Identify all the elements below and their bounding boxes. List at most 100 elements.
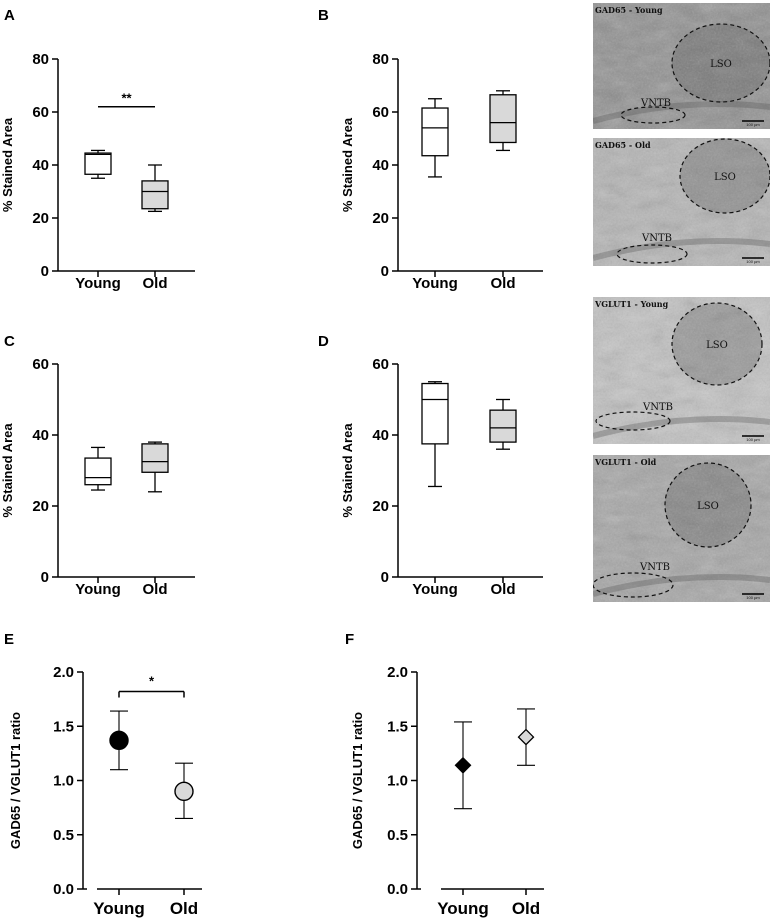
data-point-diamond: [454, 756, 472, 774]
x-category-label: Young: [93, 899, 145, 918]
x-category-label: Young: [412, 275, 458, 292]
scale-bar-label: 100 µm: [746, 259, 760, 264]
micrograph-vglut1-young: VGLUT1 - Young LSO VNTB 100 µm: [593, 297, 770, 444]
box-iqr: [489, 409, 517, 443]
y-tick-label: 60: [32, 104, 49, 121]
x-category-label: Young: [75, 275, 121, 292]
vntb-label: VNTB: [640, 98, 671, 109]
box-plot-d: 0 20 40 60 % Stained Area Young Old: [340, 356, 543, 598]
y-tick-label: 0.5: [387, 827, 408, 844]
y-tick-label: 0.5: [53, 827, 74, 844]
y-tick-label: 0: [381, 569, 389, 586]
box-plot-b: 0 20 40 60 80 % Stained Area Young Old: [340, 51, 543, 292]
y-axis-title: GAD65 / VGLUT1 ratio: [8, 712, 23, 849]
lso-label: LSO: [714, 172, 736, 183]
vntb-outline: [593, 572, 674, 598]
y-tick-label: 0: [381, 263, 389, 280]
lso-outline: [679, 138, 770, 214]
micrograph-vglut1-old: VGLUT1 - Old LSO VNTB 100 µm: [593, 455, 770, 602]
vntb-outline: [616, 244, 688, 264]
box-iqr: [421, 382, 449, 445]
panel-letter-b: B: [318, 7, 329, 24]
scale-bar-label: 100 µm: [746, 122, 760, 127]
fiber-tract: [593, 416, 770, 439]
micrograph-gad65-young: GAD65 - Young LSO VNTB 100 µm: [593, 3, 770, 129]
vntb-outline: [620, 106, 686, 124]
box-plot-a: 0 20 40 60 80 % Stained Area Young Old **: [0, 51, 195, 292]
panel-letter-d: D: [318, 333, 329, 350]
y-tick-label: 2.0: [53, 664, 74, 681]
y-tick-label: 40: [32, 427, 49, 444]
vntb-outline: [595, 411, 671, 431]
fiber-tract: [593, 574, 770, 597]
box-iqr: [141, 443, 169, 473]
fiber-tract: [593, 101, 770, 124]
y-tick-label: 60: [32, 356, 49, 373]
lso-outline: [664, 462, 752, 548]
data-point-circle: [109, 730, 129, 751]
y-axis-title: % Stained Area: [0, 423, 15, 518]
y-tick-label: 2.0: [387, 664, 408, 681]
micrograph-title: VGLUT1 - Old: [594, 457, 657, 467]
panel-letter-c: C: [4, 333, 15, 350]
panel-letter-e: E: [4, 631, 14, 648]
y-tick-label: 1.0: [53, 773, 74, 790]
y-tick-label: 0.0: [53, 881, 74, 898]
x-category-label: Old: [143, 581, 168, 598]
y-tick-label: 60: [372, 356, 389, 373]
y-tick-label: 0: [41, 263, 49, 280]
lso-label: LSO: [710, 59, 732, 70]
y-tick-label: 40: [32, 157, 49, 174]
scale-bar-label: 100 µm: [746, 437, 760, 442]
tissue-grain: [593, 297, 770, 444]
y-tick-label: 20: [32, 210, 49, 227]
fiber-tract: [593, 238, 770, 261]
y-tick-label: 0.0: [387, 881, 408, 898]
micrograph-image: GAD65 - Old LSO VNTB 100 µm: [593, 138, 770, 266]
data-point-diamond: [517, 728, 535, 746]
x-category-label: Old: [143, 275, 168, 292]
vntb-label: VNTB: [642, 402, 673, 413]
y-tick-label: 1.5: [387, 718, 408, 735]
lso-label: LSO: [706, 340, 728, 351]
ratio-plot-e: 0.0 0.5 1.0 1.5 2.0 GAD65 / VGLUT1 ratio Young…: [8, 664, 202, 918]
lso-label: LSO: [697, 501, 719, 512]
y-tick-label: 0: [41, 569, 49, 586]
micrograph-image: VGLUT1 - Old LSO VNTB 100 µm: [593, 455, 770, 602]
y-tick-label: 80: [32, 51, 49, 68]
scale-bar-label: 100 µm: [746, 595, 760, 600]
x-category-label: Young: [437, 899, 489, 918]
box-iqr: [489, 94, 517, 144]
lso-outline: [671, 302, 763, 386]
y-axis-title: % Stained Area: [0, 117, 15, 212]
y-tick-label: 1.0: [387, 773, 408, 790]
y-tick-label: 20: [32, 498, 49, 515]
y-tick-label: 40: [372, 157, 389, 174]
micrograph-image: VGLUT1 - Young LSO VNTB 100 µm: [593, 297, 770, 444]
x-category-label: Young: [412, 581, 458, 598]
box-iqr: [421, 107, 449, 157]
y-axis-title: GAD65 / VGLUT1 ratio: [350, 712, 365, 849]
tissue-grain: [593, 455, 770, 602]
panel-letter-a: A: [4, 7, 15, 24]
x-category-label: Young: [75, 581, 121, 598]
tissue-grain: [593, 3, 770, 129]
y-tick-label: 1.5: [53, 718, 74, 735]
y-tick-label: 40: [372, 427, 389, 444]
x-category-label: Old: [491, 581, 516, 598]
micrograph-title: GAD65 - Old: [595, 140, 651, 150]
box-iqr: [84, 457, 112, 486]
vntb-label: VNTB: [641, 233, 672, 244]
y-tick-label: 20: [372, 498, 389, 515]
significance-label: **: [121, 91, 132, 106]
tissue-grain: [593, 138, 770, 266]
micrograph-gad65-old: GAD65 - Old LSO VNTB 100 µm: [593, 138, 770, 266]
micrograph-image: GAD65 - Young LSO VNTB 100 µm: [593, 3, 770, 129]
significance-label: *: [149, 674, 155, 689]
vntb-label: VNTB: [639, 562, 670, 573]
y-tick-label: 80: [372, 51, 389, 68]
box-iqr: [141, 180, 169, 210]
x-category-label: Old: [170, 899, 198, 918]
ratio-plot-f: 0.0 0.5 1.0 1.5 2.0 GAD65 / VGLUT1 ratio Young…: [350, 664, 544, 918]
